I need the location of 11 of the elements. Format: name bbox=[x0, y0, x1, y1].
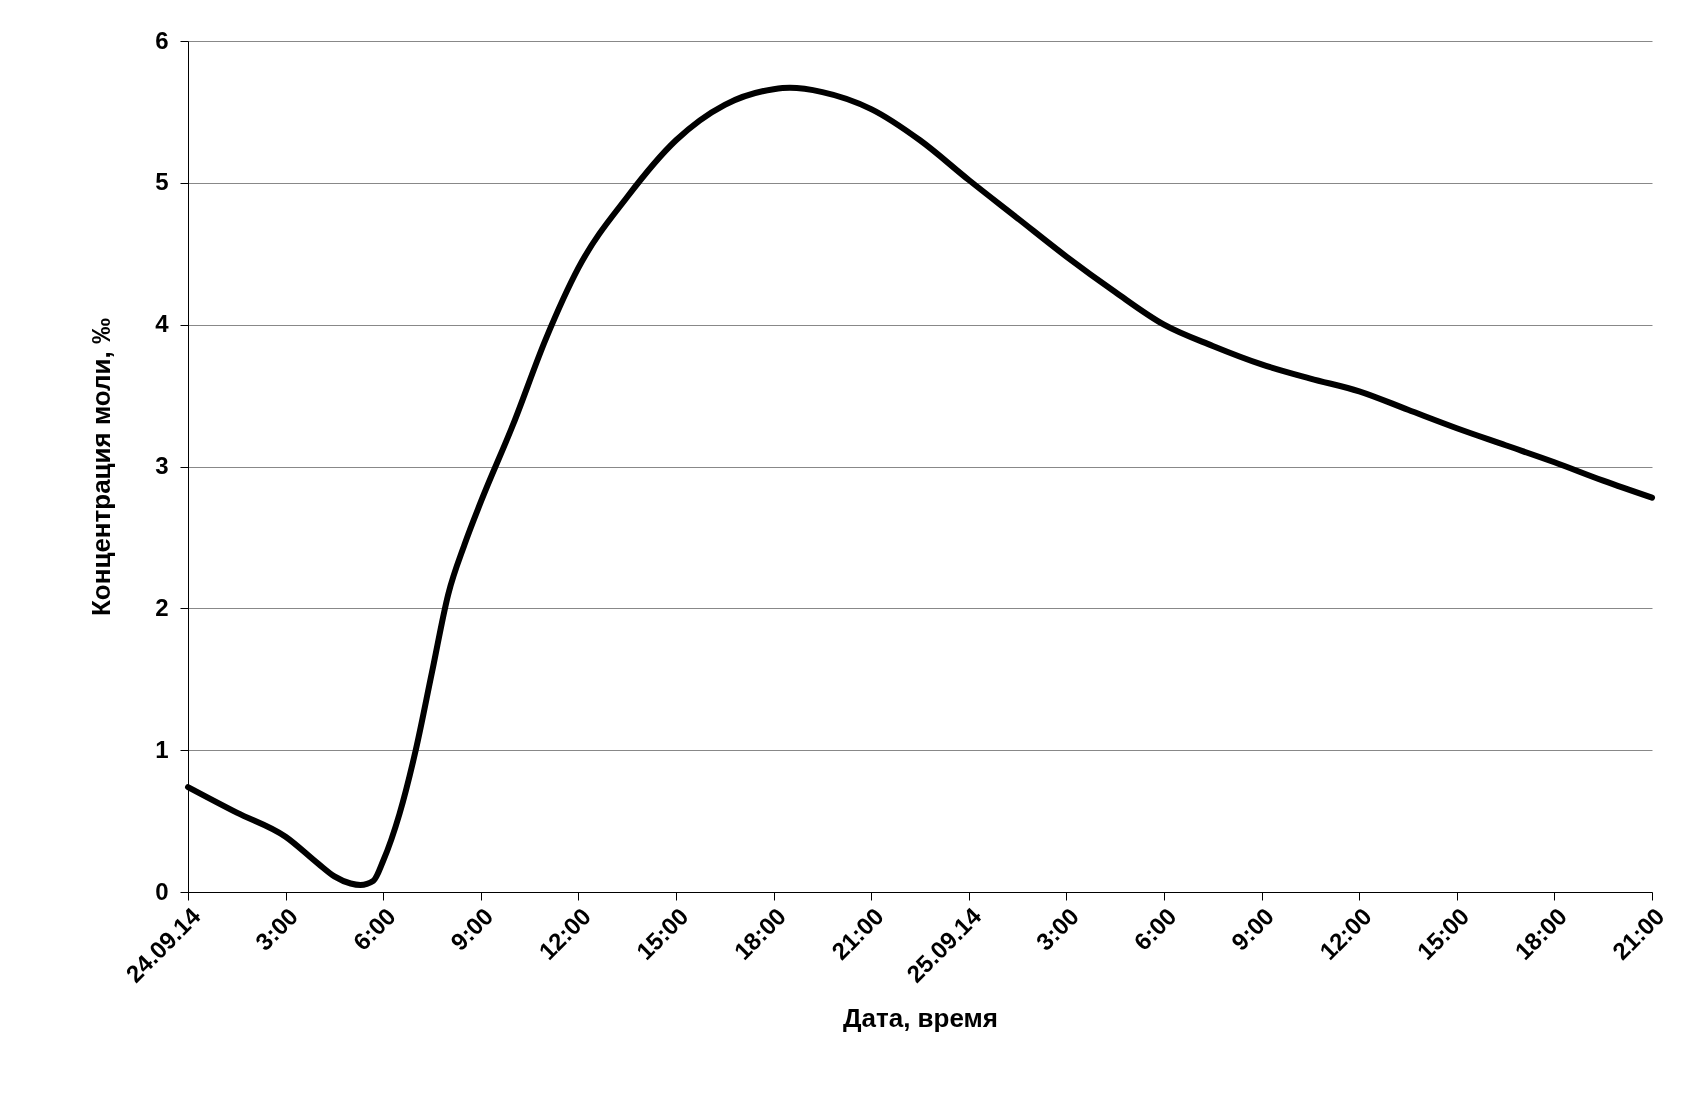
y-tick-label: 6 bbox=[155, 26, 169, 54]
y-tick-label: 4 bbox=[155, 310, 170, 338]
y-tick-label: 0 bbox=[155, 877, 169, 905]
x-tick-label: 6:00 bbox=[347, 902, 401, 956]
y-axis-title: Концентрация моли, ‰ bbox=[86, 317, 117, 617]
y-tick-label: 5 bbox=[155, 168, 169, 196]
y-tick-label: 2 bbox=[155, 593, 169, 621]
x-tick-label: 6:00 bbox=[1128, 902, 1182, 956]
y-tick-label: 3 bbox=[155, 452, 169, 479]
x-axis-title: Дата, время bbox=[842, 1002, 999, 1033]
y-tick-label: 1 bbox=[155, 735, 169, 763]
